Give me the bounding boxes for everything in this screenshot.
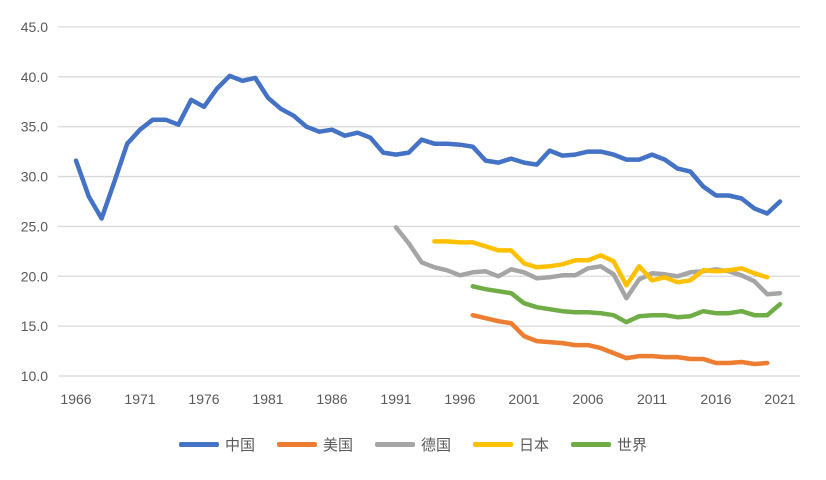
legend-label: 世界 — [617, 436, 648, 454]
x-tick-label: 2021 — [764, 391, 795, 407]
y-tick-label: 40.0 — [21, 69, 48, 85]
y-tick-label: 15.0 — [21, 318, 48, 334]
y-tick-label: 35.0 — [21, 119, 48, 135]
legend-item: 世界 — [571, 434, 647, 455]
x-tick-label: 1986 — [316, 391, 347, 407]
series-lines — [73, 73, 783, 367]
series-line-2 — [393, 225, 783, 301]
x-tick-label: 1996 — [444, 391, 475, 407]
gridlines — [58, 26, 800, 377]
legend-label: 美国 — [322, 436, 353, 454]
legend-swatch — [276, 442, 317, 447]
x-tick-label: 2016 — [700, 391, 731, 407]
series-line-4 — [470, 284, 783, 325]
y-tick-label: 10.0 — [21, 368, 48, 384]
legend-item: 德国 — [374, 434, 451, 455]
x-tick-label: 2006 — [572, 391, 603, 407]
legend-item: 美国 — [276, 434, 353, 455]
series-line-3 — [432, 239, 770, 288]
legend-swatch — [473, 442, 513, 447]
legend-swatch — [374, 442, 415, 447]
legend-item: 日本 — [473, 434, 549, 455]
x-tick-label: 2011 — [637, 391, 667, 407]
x-tick-label: 1976 — [188, 391, 219, 407]
y-axis-ticks: 10.0 15.0 20.0 25.0 30.0 35.0 40.0 45.0 — [21, 19, 48, 384]
legend-swatch — [178, 442, 219, 447]
legend-swatch — [571, 442, 612, 447]
y-tick-label: 20.0 — [21, 268, 48, 284]
series-line-1 — [470, 312, 770, 367]
legend-item: 中国 — [178, 434, 255, 455]
series-line-0 — [73, 73, 783, 221]
y-tick-label: 45.0 — [21, 19, 48, 35]
y-tick-label: 30.0 — [21, 169, 48, 185]
legend-label: 中国 — [224, 436, 255, 454]
legend-label: 德国 — [420, 436, 451, 454]
line-chart: 10.0 15.0 20.0 25.0 30.0 35.0 40.0 45.0 1966 197… — [21, 19, 800, 407]
x-tick-label: 1971 — [124, 391, 155, 407]
y-tick-label: 25.0 — [21, 218, 48, 234]
x-tick-label: 1981 — [252, 391, 283, 407]
x-axis-ticks: 1966 1971 1976 1981 1986 1991 1996 2001 2006 2011… — [60, 391, 795, 407]
legend: 中国 美国 德国 日本 世界 — [0, 434, 826, 455]
legend-label: 日本 — [519, 436, 550, 454]
x-tick-label: 1966 — [60, 391, 91, 407]
x-tick-label: 2001 — [508, 391, 539, 407]
x-tick-label: 1991 — [380, 391, 411, 407]
